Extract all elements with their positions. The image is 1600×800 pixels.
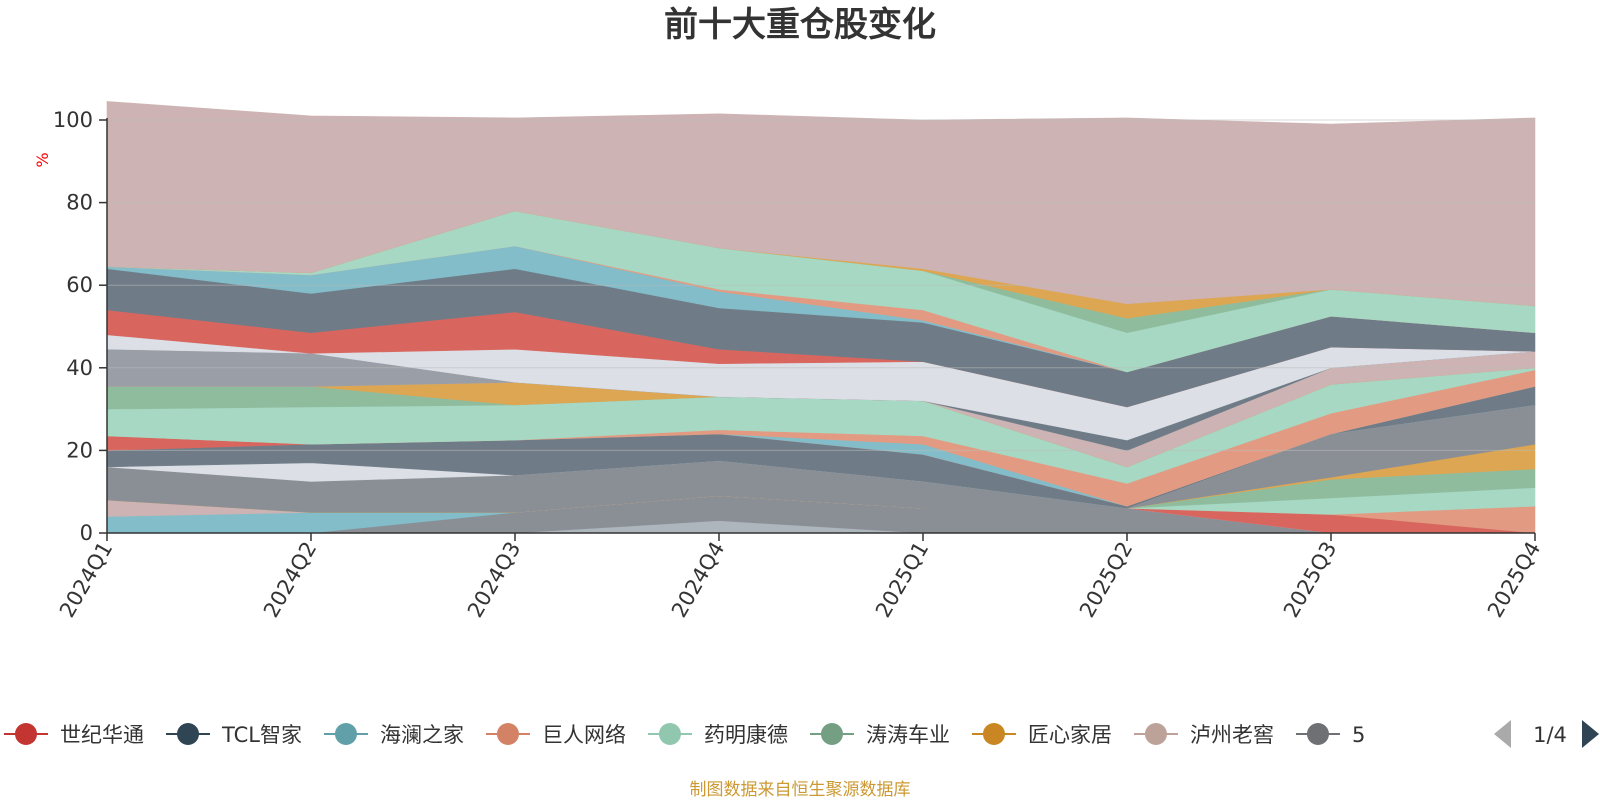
- legend-marker-icon: [334, 723, 357, 745]
- legend-label: 涛涛车业: [866, 723, 950, 747]
- legend-label: 世纪华通: [60, 723, 144, 747]
- y-tick-label: 80: [66, 191, 93, 215]
- legend-label: 匠心家居: [1028, 723, 1112, 747]
- legend-label: 泸州老窖: [1190, 723, 1274, 747]
- legend-marker-icon: [658, 723, 681, 745]
- legend-prev-page-icon[interactable]: [1494, 720, 1511, 748]
- legend-items: 世纪华通 TCL智家 海澜之家 巨人网络 药明康德 涛涛车业 匠心家居 泸州老窖 5: [4, 723, 1365, 747]
- x-tick-label: 2024Q2: [259, 538, 321, 622]
- legend-marker-icon: [1144, 723, 1167, 745]
- x-tick-label: 2024Q3: [463, 538, 525, 622]
- legend-label: 药明康德: [704, 723, 788, 747]
- legend-marker-icon: [1306, 723, 1329, 745]
- area-layers: [106, 101, 1536, 534]
- legend-marker-icon: [496, 723, 519, 745]
- legend-item[interactable]: 世纪华通: [4, 723, 144, 747]
- x-tick-label: 2025Q3: [1279, 538, 1341, 622]
- y-tick-label: 0: [80, 521, 93, 545]
- y-axis-unit: %: [33, 152, 52, 167]
- legend-item[interactable]: 5: [1295, 723, 1365, 747]
- legend-label: TCL智家: [221, 723, 302, 747]
- x-tick-label: 2025Q4: [1483, 538, 1545, 622]
- legend-item[interactable]: 匠心家居: [971, 723, 1112, 747]
- legend-label: 5: [1352, 723, 1365, 747]
- chart-title: 前十大重仓股变化: [664, 5, 936, 45]
- y-tick-label: 20: [66, 438, 93, 462]
- legend-item[interactable]: TCL智家: [166, 723, 302, 747]
- legend-marker-icon: [15, 723, 37, 745]
- y-tick-label: 100: [53, 108, 93, 132]
- legend-item[interactable]: 泸州老窖: [1133, 723, 1274, 747]
- legend-item[interactable]: 涛涛车业: [809, 723, 950, 747]
- legend: 世纪华通 TCL智家 海澜之家 巨人网络 药明康德 涛涛车业 匠心家居 泸州老窖 5 1/4: [4, 720, 1599, 748]
- legend-next-page-icon[interactable]: [1582, 720, 1599, 748]
- legend-marker-icon: [820, 723, 843, 745]
- legend-page-indicator: 1/4: [1533, 723, 1567, 747]
- x-tick-label: 2024Q1: [55, 538, 117, 622]
- x-tick-label: 2025Q2: [1075, 538, 1137, 622]
- legend-marker-icon: [177, 723, 199, 745]
- legend-label: 巨人网络: [542, 723, 626, 747]
- legend-item[interactable]: 药明康德: [647, 723, 788, 747]
- grid-lines: [107, 119, 1535, 451]
- area-series-30: [106, 101, 1536, 307]
- source-note: 制图数据来自恒生聚源数据库: [690, 780, 911, 800]
- legend-marker-icon: [982, 723, 1005, 745]
- x-tick-label: 2025Q1: [871, 538, 933, 622]
- y-tick-label: 60: [66, 273, 93, 297]
- legend-item[interactable]: 巨人网络: [485, 723, 626, 747]
- y-tick-label: 40: [66, 356, 93, 380]
- x-tick-label: 2024Q4: [667, 538, 729, 622]
- legend-item[interactable]: 海澜之家: [323, 723, 464, 747]
- legend-label: 海澜之家: [380, 723, 464, 747]
